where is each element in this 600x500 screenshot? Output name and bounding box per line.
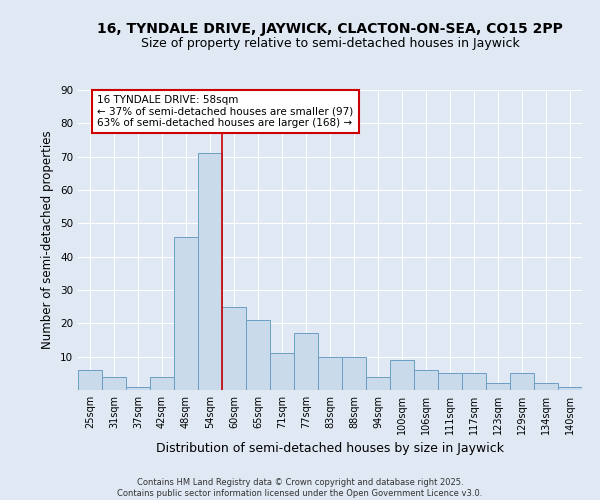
Bar [486,384,510,390]
Bar [294,334,318,390]
Bar [342,356,366,390]
Bar [318,356,342,390]
Bar [462,374,486,390]
Y-axis label: Number of semi-detached properties: Number of semi-detached properties [41,130,55,350]
Bar [222,306,246,390]
Text: Size of property relative to semi-detached houses in Jaywick: Size of property relative to semi-detach… [140,38,520,51]
Bar [102,376,126,390]
Bar [78,370,102,390]
Text: Contains HM Land Registry data © Crown copyright and database right 2025.
Contai: Contains HM Land Registry data © Crown c… [118,478,482,498]
Bar [390,360,414,390]
Bar [558,386,582,390]
Bar [150,376,174,390]
Bar [534,384,558,390]
Bar [510,374,534,390]
Bar [438,374,462,390]
Bar [174,236,198,390]
Bar [126,386,150,390]
Bar [366,376,390,390]
Bar [246,320,270,390]
Bar [198,154,222,390]
Text: 16, TYNDALE DRIVE, JAYWICK, CLACTON-ON-SEA, CO15 2PP: 16, TYNDALE DRIVE, JAYWICK, CLACTON-ON-S… [97,22,563,36]
Bar [414,370,438,390]
Bar [270,354,294,390]
Text: 16 TYNDALE DRIVE: 58sqm
← 37% of semi-detached houses are smaller (97)
63% of se: 16 TYNDALE DRIVE: 58sqm ← 37% of semi-de… [97,95,353,128]
X-axis label: Distribution of semi-detached houses by size in Jaywick: Distribution of semi-detached houses by … [156,442,504,456]
